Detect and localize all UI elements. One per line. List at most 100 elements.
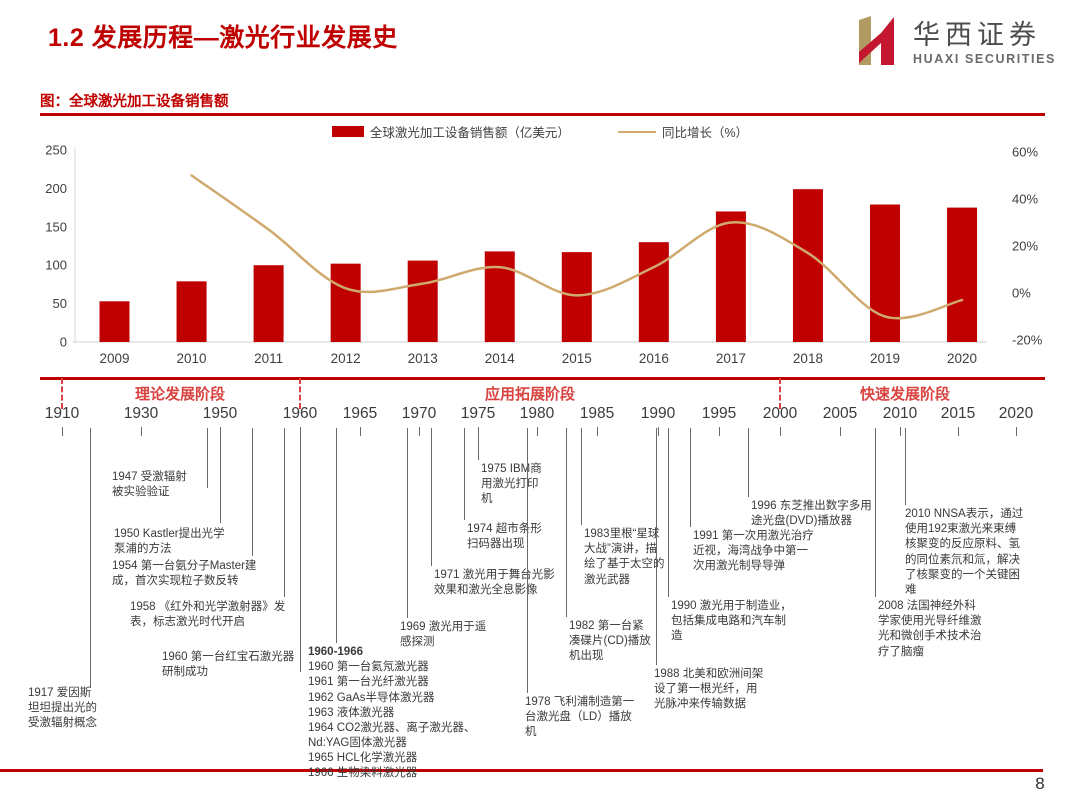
timeline-event: 2010 NNSA表示，通过使用192束激光来束缚核聚变的反应原料、氢的同位素氘… [905,508,1024,596]
timeline-event: 1974 超市条形扫码器出现 [467,523,542,551]
timeline-connector [464,428,465,520]
timeline-year-1975: 1975 [460,405,496,422]
legend-label-sales: 全球激光加工设备销售额（亿美元） [369,126,570,140]
phase-boundary-1960 [299,378,301,409]
timeline-connector [220,428,221,523]
timeline-year-tick [360,427,361,436]
right-axis-tick: 60% [1012,145,1038,160]
footer-rule [0,769,1043,772]
timeline-event: 1917 爱因斯坦坦提出光的受激辐射概念 [28,687,97,730]
timeline-event: 1971 激光用于舞台光影效果和激光全息影像 [434,569,555,597]
timeline-year-1970: 1970 [401,405,437,422]
timeline-connector [407,428,408,618]
sales-bar-2013 [407,260,438,342]
timeline-year-2015: 2015 [940,405,976,422]
x-axis-year: 2010 [177,351,207,366]
sales-bar-2020 [947,207,978,342]
timeline-connector [300,428,301,672]
timeline-event-line: Nd:YAG固体激光器 [308,737,407,750]
timeline-event: 1958 《红外和光学激射器》发表，标志激光时代开启 [130,601,286,629]
timeline-year-1960: 1960 [282,405,318,422]
right-axis-tick: 20% [1012,239,1038,254]
chart-legend: 全球激光加工设备销售额（亿美元） 同比增长（%） [0,122,1080,141]
timeline-event-line: 1963 液体激光器 [308,706,395,719]
timeline-connector [875,428,876,597]
timeline-connector [336,428,337,643]
timeline-year-1985: 1985 [579,405,615,422]
timeline-year-tick [597,427,598,436]
sales-bar-2009 [99,301,130,342]
timeline-connector [431,428,432,566]
timeline-event-line: 1960 第一台氦氖激光器 [308,661,429,674]
timeline-year-tick [900,427,901,436]
timeline-connector [478,428,479,460]
x-axis-year: 2019 [870,351,900,366]
timeline-event: 1969 激光用于遥感探测 [400,621,487,649]
timeline-year-1910: 1910 [44,405,80,422]
figure-caption: 图：全球激光加工设备销售额 [40,94,229,110]
huaxi-logo-icon [845,12,903,75]
timeline-connector [581,428,582,525]
timeline-connector [284,428,285,597]
phase-label-application: 应用拓展阶段 [484,386,575,403]
sales-bar-2017 [715,211,746,342]
timeline-event: 1960-1966 1960 第一台氦氖激光器 1961 第一台光纤激光器 1962 … [308,645,518,782]
x-axis-year: 2014 [485,351,516,366]
right-axis-tick: 40% [1012,192,1038,207]
timeline-connector [690,428,691,527]
timeline-event-line: 1961 第一台光纤激光器 [308,676,429,689]
sales-bar-2010 [176,281,207,342]
sales-bar-2018 [792,189,823,342]
legend-item-sales: 全球激光加工设备销售额（亿美元） [331,122,570,141]
right-axis-tick: -20% [1012,333,1043,348]
timeline-year-2020: 2020 [998,405,1034,422]
timeline-connector [252,428,253,556]
sales-bar-2019 [870,204,900,342]
x-axis-year: 2018 [793,351,823,366]
sales-growth-chart: 0 50 100 150 200 250 -20% 0% 20% 40% 60% 2009 2010 20… [45,143,1043,367]
logo-en-name: HUAXI SECURITIES [913,52,1056,67]
timeline-event-line: 1966 生物染料激光器 [308,767,418,780]
timeline-year-2010: 2010 [882,405,918,422]
timeline-year-1965: 1965 [342,405,378,422]
left-axis-tick: 200 [45,181,67,196]
timeline-year-2000: 2000 [762,405,798,422]
x-axis-year: 2020 [947,351,977,366]
sales-bar-2016 [638,242,669,342]
timeline-year-tick [537,427,538,436]
x-axis-year: 2012 [331,351,361,366]
timeline-event: 1954 第一台氨分子Master建成，首次实现粒子数反转 [112,560,257,588]
left-axis-tick: 50 [53,296,67,311]
timeline-year-tick [1016,427,1017,436]
timeline-event-line: 1962 GaAs半导体激光器 [308,691,435,704]
sales-bar-2011 [253,265,284,342]
timeline-connector [656,428,657,665]
legend-item-growth: 同比增长（%） [617,122,748,141]
timeline-year-2005: 2005 [822,405,858,422]
bar-swatch-icon [331,126,364,137]
page-number: 8 [1035,774,1045,793]
x-axis-year: 2017 [716,351,746,366]
timeline-year-1950: 1950 [202,405,238,422]
timeline-connector [566,428,567,617]
timeline-year-tick [719,427,720,436]
timeline-year-1930: 1930 [123,405,159,422]
left-axis-tick: 100 [45,258,67,273]
timeline-event: 1996 东芝推出数字多用途光盘(DVD)播放器 [751,500,872,528]
timeline-event: 1983里根“星球大战”演讲，描绘了基于太空的激光武器 [584,528,665,586]
timeline-event: 2008 法国神经外科学家使用光导纤维激光和微创手术技术治疗了脑瘤 [878,600,982,658]
company-logo: 华西证券 HUAXI SECURITIES [845,12,1056,75]
timeline-event: 1990 激光用于制造业，包括集成电路和汽车制造 [671,600,792,643]
timeline-event: 1947 受激辐射被实验验证 [112,471,187,499]
sales-bar-2012 [330,263,361,342]
phase-label-rapid: 快速发展阶段 [859,386,950,403]
growth-line [190,174,964,320]
left-axis-tick: 0 [60,335,67,350]
timeline-connector [527,428,528,693]
timeline-divider [40,377,1045,380]
timeline-year-tick [141,427,142,436]
phase-label-theory: 理论发展阶段 [134,386,225,403]
sales-bar-2014 [484,251,515,342]
phase-boundary-1910 [61,378,63,409]
timeline-connector [668,428,669,597]
